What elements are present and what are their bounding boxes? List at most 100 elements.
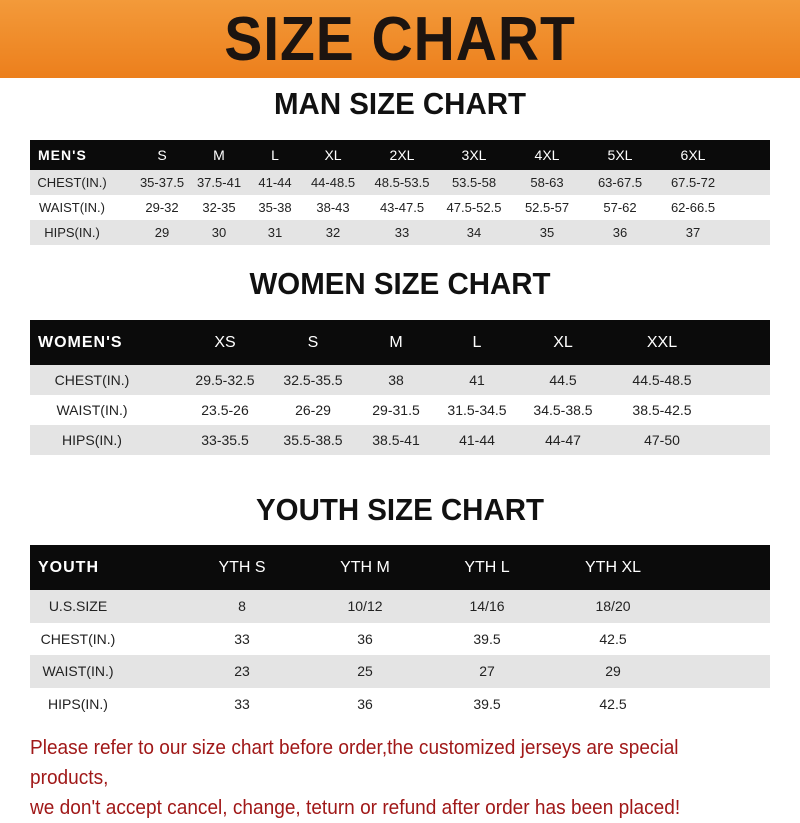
table-cell: 37.5-41 — [196, 175, 242, 190]
measurement-label: CHEST(IN.) — [54, 372, 130, 388]
table-cell: 29.5-32.5 — [195, 372, 255, 388]
table-cell: 41 — [469, 372, 485, 388]
size-header-cell: M — [213, 147, 225, 163]
table-title-cell: MEN'S — [38, 147, 87, 163]
measurement-label: HIPS(IN.) — [44, 225, 100, 240]
table-cell: 41-44 — [459, 432, 495, 448]
table-cell: 41-44 — [258, 175, 292, 190]
table-cell: 29 — [605, 663, 621, 679]
size-header-cell: L — [472, 334, 482, 351]
table-cell: 18/20 — [595, 598, 631, 614]
table-cell: 44.5-48.5 — [632, 372, 692, 388]
table-row: WAIST(IN.) 23.5-26 26-29 29-31.5 31.5-34.5 34… — [30, 395, 770, 425]
table-cell: 35-38 — [258, 200, 292, 215]
table-header-row: YOUTH YTH S YTH M YTH L YTH XL — [30, 545, 770, 590]
table-cell: 14/16 — [469, 598, 505, 614]
table-cell: 33 — [234, 695, 250, 712]
table-cell: 29-32 — [145, 200, 179, 215]
table-row: HIPS(IN.) 29 30 31 32 33 34 35 36 37 — [30, 220, 770, 245]
size-header-cell: YTH L — [464, 559, 510, 576]
size-header-cell: 2XL — [389, 147, 415, 163]
table-cell: 8 — [238, 598, 246, 614]
table-cell: 37 — [685, 225, 701, 240]
table-cell: 23 — [234, 663, 250, 679]
table-cell: 32-35 — [202, 200, 236, 215]
table-cell: 48.5-53.5 — [374, 175, 430, 190]
table-cell: 33-35.5 — [201, 432, 249, 448]
size-header-cell: 4XL — [534, 147, 560, 163]
table-cell: 47-50 — [644, 432, 680, 448]
table-title-cell: WOMEN'S — [38, 334, 123, 351]
size-header-cell: 6XL — [680, 147, 706, 163]
table-cell: 34 — [466, 225, 482, 240]
size-header-cell: 3XL — [461, 147, 487, 163]
table-cell: 10/12 — [347, 598, 383, 614]
table-cell: 26-29 — [295, 402, 331, 418]
measurement-label: U.S.SIZE — [48, 598, 108, 614]
table-cell: 32 — [325, 225, 341, 240]
table-title-cell: YOUTH — [38, 559, 99, 576]
table-cell: 44.5 — [549, 372, 577, 388]
measurement-label: HIPS(IN.) — [48, 695, 108, 712]
table-cell: 38 — [388, 372, 404, 388]
table-cell: 43-47.5 — [379, 200, 425, 215]
table-cell: 36 — [612, 225, 628, 240]
table-cell: 35-37.5 — [139, 175, 185, 190]
table-cell: 38-43 — [316, 200, 350, 215]
measurement-label: WAIST(IN.) — [42, 663, 114, 679]
table-cell: 67.5-72 — [670, 175, 716, 190]
size-header-cell: XXL — [646, 334, 678, 351]
size-header-cell: S — [307, 334, 319, 351]
size-header-cell: L — [271, 147, 279, 163]
table-cell: 58-63 — [530, 175, 564, 190]
banner: SIZE CHART — [0, 0, 800, 78]
table-cell: 30 — [211, 225, 227, 240]
men-chart-title: MAN SIZE CHART — [274, 86, 526, 121]
measurement-label: WAIST(IN.) — [39, 200, 105, 215]
table-cell: 33 — [394, 225, 410, 240]
size-header-cell: M — [389, 334, 403, 351]
size-header-cell: YTH S — [218, 559, 266, 576]
table-cell: 32.5-35.5 — [283, 372, 343, 388]
table-cell: 62-66.5 — [670, 200, 716, 215]
table-row: WAIST(IN.) 29-32 32-35 35-38 38-43 43-47.5 47.… — [30, 195, 770, 220]
measurement-label: HIPS(IN.) — [62, 432, 122, 448]
measurement-label: WAIST(IN.) — [56, 402, 128, 418]
table-row: CHEST(IN.) 33 36 39.5 42.5 — [30, 622, 770, 655]
table-cell: 35 — [539, 225, 555, 240]
table-cell: 36 — [357, 630, 373, 647]
size-header-cell: YTH M — [340, 559, 390, 576]
page-title: SIZE CHART — [224, 5, 576, 74]
size-header-cell: XL — [324, 147, 342, 163]
table-cell: 47.5-52.5 — [446, 200, 502, 215]
table-cell: 42.5 — [599, 695, 627, 712]
table-cell: 39.5 — [473, 695, 501, 712]
table-cell: 44-47 — [545, 432, 581, 448]
table-cell: 29-31.5 — [372, 402, 420, 418]
table-cell: 42.5 — [599, 630, 627, 647]
measurement-label: CHEST(IN.) — [37, 175, 107, 190]
youth-chart-title: YOUTH SIZE CHART — [256, 492, 544, 527]
table-header-row: WOMEN'S XS S M L XL XXL — [30, 320, 770, 365]
table-row: WAIST(IN.) 23 25 27 29 — [30, 655, 770, 688]
order-notice: Please refer to our size chart before or… — [30, 733, 737, 823]
table-row: HIPS(IN.) 33 36 39.5 42.5 — [30, 687, 770, 720]
table-cell: 31.5-34.5 — [447, 402, 507, 418]
size-header-cell: YTH XL — [584, 559, 642, 576]
table-cell: 38.5-42.5 — [632, 402, 692, 418]
table-cell: 31 — [267, 225, 283, 240]
women-chart-title: WOMEN SIZE CHART — [249, 266, 551, 301]
table-row: CHEST(IN.) 35-37.5 37.5-41 41-44 44-48.5 48.5… — [30, 170, 770, 195]
table-cell: 27 — [479, 663, 495, 679]
table-cell: 53.5-58 — [451, 175, 497, 190]
table-cell: 39.5 — [473, 630, 501, 647]
order-notice-line-2: we don't accept cancel, change, teturn o… — [30, 796, 681, 819]
table-cell: 36 — [357, 695, 373, 712]
table-cell: 23.5-26 — [201, 402, 249, 418]
table-cell: 52.5-57 — [524, 200, 570, 215]
size-header-cell: S — [157, 147, 167, 163]
size-header-cell: 5XL — [607, 147, 633, 163]
table-cell: 33 — [234, 630, 250, 647]
table-header-row: MEN'S S M L XL 2XL 3XL 4XL 5XL 6XL — [30, 140, 770, 170]
table-cell: 34.5-38.5 — [533, 402, 593, 418]
